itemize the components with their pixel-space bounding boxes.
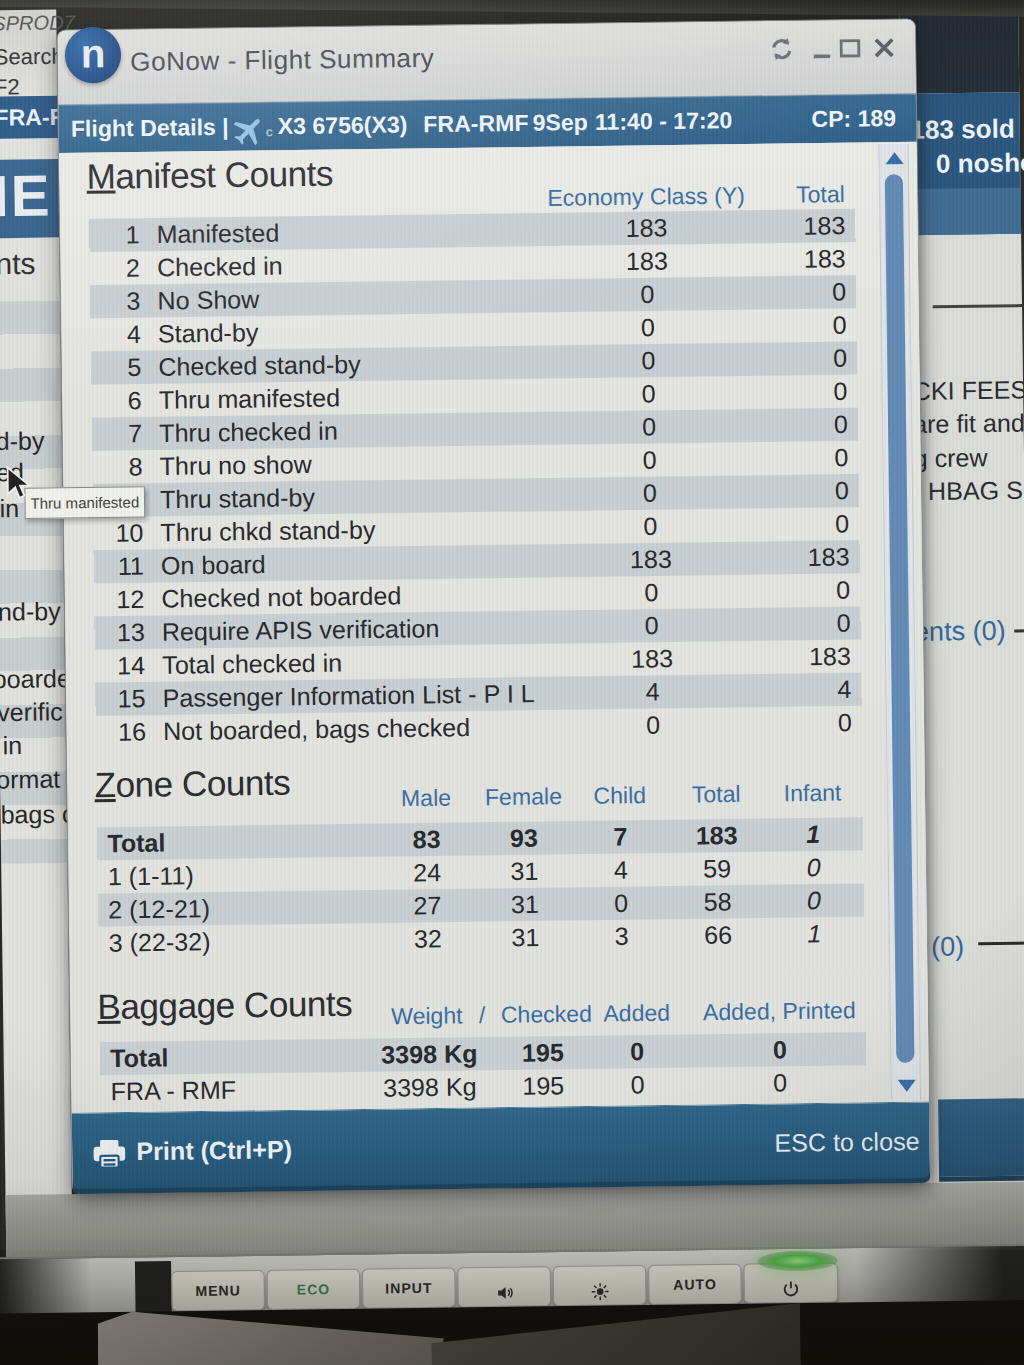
minimize-button[interactable] bbox=[808, 34, 836, 62]
gonow-logo-icon: n bbox=[65, 27, 122, 84]
monitor-photo: SPROD7 Search F2 FRA-R IE nts d-byedinnd… bbox=[0, 0, 1024, 1365]
background-big-text: IE bbox=[0, 161, 52, 229]
monitor-top-edge bbox=[0, 0, 1024, 17]
background-zero-link: (0) bbox=[931, 931, 965, 963]
background-search-label: Search bbox=[0, 44, 64, 71]
scroll-up-icon[interactable] bbox=[885, 152, 903, 164]
scrollbar-thumb[interactable] bbox=[885, 174, 915, 1063]
infant-column: Infant bbox=[767, 779, 858, 807]
male-column: Male bbox=[381, 784, 472, 812]
background-right-text: CKI FEES! eare fit andg crewt HBAG SSR bbox=[913, 373, 1024, 509]
baggage-rows: Total3398 Kg19500FRA - RMF3398 Kg19500 bbox=[71, 1031, 929, 1108]
added-column: Added bbox=[591, 999, 682, 1027]
print-label: Print (Ctrl+P) bbox=[136, 1135, 292, 1166]
added-printed-column: Added, Printed bbox=[684, 997, 875, 1027]
flight-summary-content: Manifest Counts Economy Class (Y) Total … bbox=[59, 142, 929, 1113]
background-fra-band: FRA-R bbox=[0, 96, 58, 139]
tooltip: Thru manifested bbox=[24, 486, 145, 519]
flight-details-label: Flight Details | bbox=[71, 114, 229, 143]
refresh-icon[interactable] bbox=[767, 35, 795, 63]
flight-route: FRA-RMF bbox=[423, 110, 529, 138]
background-events-link: ents (0) bbox=[914, 616, 1006, 648]
slash-separator: / bbox=[472, 1002, 492, 1029]
window-titlebar: n GoNow - Flight Summary bbox=[58, 19, 916, 105]
weight-column: Weight bbox=[377, 1002, 478, 1030]
background-text-fragment: d-by bbox=[0, 426, 45, 456]
window-title: GoNow - Flight Summary bbox=[130, 43, 434, 78]
flight-code: X3 6756(X3) bbox=[278, 111, 408, 140]
zone-counts-title: Zone Counts bbox=[94, 762, 290, 805]
maximize-button[interactable] bbox=[836, 34, 864, 62]
background-text-fragment: nd-by bbox=[0, 597, 61, 627]
baggage-counts-title: Baggage Counts bbox=[97, 984, 352, 1027]
background-right-bottom-bar bbox=[938, 1098, 1024, 1182]
manifest-rows: 1Manifested1831832Checked in1831833No Sh… bbox=[60, 208, 924, 749]
background-text-fragment: ormat bbox=[0, 765, 60, 795]
background-text-fragment: verific bbox=[0, 697, 63, 727]
background-divider-line2 bbox=[978, 942, 1024, 946]
print-button[interactable]: Print (Ctrl+P) bbox=[92, 1134, 93, 1174]
printer-icon bbox=[92, 1138, 127, 1171]
female-column: Female bbox=[478, 783, 569, 811]
close-button[interactable] bbox=[870, 34, 898, 62]
background-text-fragment: bags c bbox=[0, 799, 74, 829]
esc-to-close-label: ESC to close bbox=[774, 1127, 919, 1158]
background-noshow-count: 0 nosho bbox=[936, 147, 1024, 179]
total-column: Total bbox=[671, 780, 762, 808]
economy-class-column: Economy Class (Y) bbox=[535, 182, 756, 212]
window-footer: Print (Ctrl+P) ESC to close bbox=[72, 1102, 930, 1195]
manifest-counts-title: Manifest Counts bbox=[86, 153, 333, 196]
background-text-fragment: boarde bbox=[0, 664, 71, 694]
background-dash bbox=[1014, 629, 1024, 632]
background-nts-text: nts bbox=[0, 247, 36, 282]
flight-summary-window: n GoNow - Flight Summary Flight Details … bbox=[57, 18, 932, 1194]
cp-count: CP: 189 bbox=[811, 105, 896, 133]
flight-time-range: 11:40 - 17:20 bbox=[595, 107, 733, 136]
child-column: Child bbox=[574, 782, 665, 810]
background-text-fragment: in bbox=[2, 731, 22, 760]
background-blue-panel: IE bbox=[0, 159, 59, 238]
total-column: Total bbox=[744, 181, 845, 209]
mouse-cursor bbox=[5, 466, 34, 503]
checked-column: Checked bbox=[496, 1000, 597, 1028]
flight-date: 9Sep bbox=[533, 109, 589, 137]
background-right-blue-panel: 183 sold 0 nosho bbox=[907, 92, 1021, 235]
scroll-down-icon[interactable] bbox=[898, 1080, 916, 1092]
background-sold-count: 183 sold bbox=[910, 113, 1015, 145]
zone-rows: Total8393718311 (1-11)243145902 (12-21)2… bbox=[68, 816, 927, 960]
